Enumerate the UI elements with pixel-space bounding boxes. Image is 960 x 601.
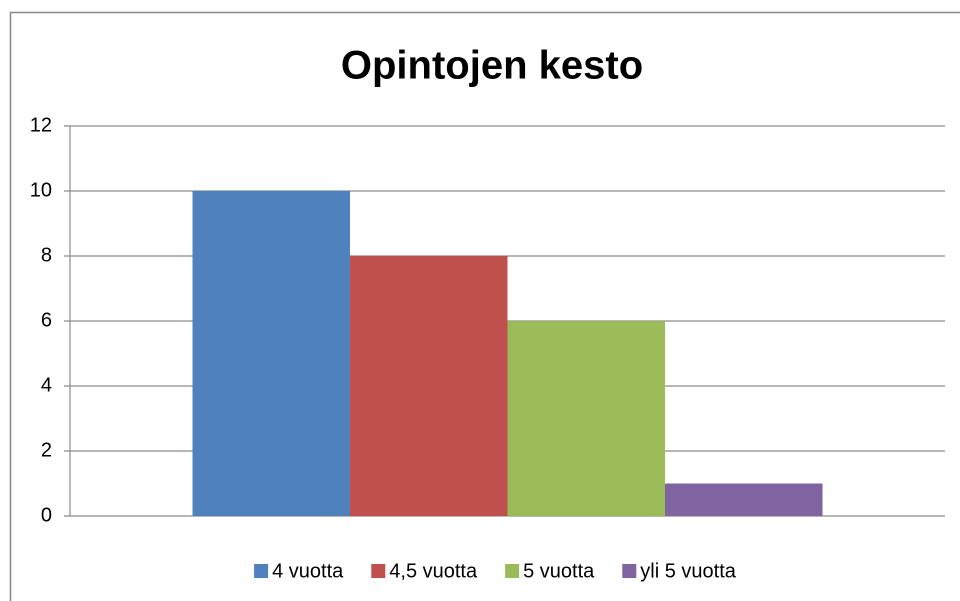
- bar: [665, 483, 823, 516]
- legend-swatch: [505, 564, 520, 578]
- legend-label: 4,5 vuotta: [389, 560, 478, 582]
- y-tick-label: 10: [30, 179, 52, 201]
- legend-label: 4 vuotta: [272, 560, 344, 582]
- legend-swatch: [254, 564, 269, 578]
- chart-title: Opintojen kesto: [341, 44, 643, 88]
- y-tick-label: 2: [41, 439, 52, 461]
- legend-label: yli 5 vuotta: [640, 560, 736, 582]
- y-tick-label: 4: [41, 374, 52, 396]
- legend-swatch: [622, 564, 637, 578]
- y-tick-label: 6: [41, 309, 52, 331]
- legend-label: 5 vuotta: [523, 560, 595, 582]
- legend-swatch: [371, 564, 386, 578]
- bar: [507, 321, 665, 516]
- bar: [350, 256, 508, 516]
- y-tick-label: 12: [30, 114, 52, 136]
- bar: [192, 191, 350, 516]
- y-tick-label: 8: [41, 244, 52, 266]
- y-tick-label: 0: [41, 504, 52, 526]
